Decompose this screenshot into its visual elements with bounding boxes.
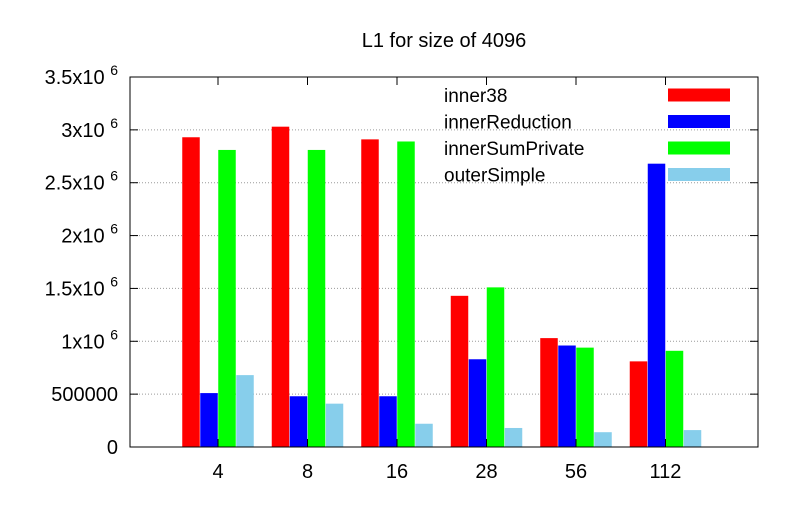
x-tick-label: 8 — [302, 461, 313, 483]
bar-outerSimple-4 — [236, 375, 254, 447]
bar-innerReduction-56 — [558, 345, 576, 447]
y-tick-label: 3.5x10 6 — [45, 62, 119, 89]
legend-label-innerReduction: innerReduction — [444, 113, 572, 134]
bar-inner38-16 — [361, 139, 379, 447]
axes-layer: 0 500000 1x10 6 1.5x10 6 2x10 6 2.5x10 6 3x10 … — [45, 62, 759, 483]
bar-innerSumPrivate-4 — [218, 149, 236, 447]
legend-swatch-outerSimple — [668, 168, 730, 181]
bar-inner38-8 — [271, 126, 290, 447]
legend-swatch-inner38 — [668, 88, 730, 102]
plot-frame — [129, 76, 759, 448]
bar-innerSumPrivate-112 — [665, 350, 684, 447]
y-tick-label: 1x10 6 — [61, 326, 118, 353]
chart-title: L1 for size of 4096 — [362, 30, 527, 52]
bar-innerReduction-28 — [468, 359, 487, 447]
bar-outerSimple-112 — [683, 430, 702, 447]
legend-swatch-innerReduction — [668, 115, 730, 128]
x-tick-label: 28 — [475, 461, 497, 483]
bar-innerSumPrivate-56 — [576, 347, 594, 447]
x-tick-label: 16 — [386, 461, 408, 483]
bar-outerSimple-8 — [325, 403, 344, 447]
y-tick-label: 3x10 6 — [61, 115, 118, 142]
legend-label-inner38: inner38 — [444, 86, 507, 107]
bar-outerSimple-16 — [415, 423, 433, 447]
bar-innerSumPrivate-16 — [397, 141, 415, 447]
legend-label-outerSimple: outerSimple — [444, 166, 545, 187]
legend-swatch-innerSumPrivate — [668, 141, 730, 155]
y-tick-label: 0 — [107, 437, 118, 459]
x-tick-label: 4 — [212, 461, 223, 483]
bar-inner38-112 — [629, 361, 648, 447]
y-tick-label: 2.5x10 6 — [45, 168, 119, 195]
bar-outerSimple-28 — [504, 427, 523, 447]
bar-innerReduction-112 — [647, 163, 666, 447]
bars-layer — [182, 126, 702, 447]
x-tick-label: 112 — [650, 461, 682, 483]
x-tick-label: 56 — [565, 461, 587, 483]
bar-innerSumPrivate-8 — [307, 149, 326, 447]
bar-inner38-28 — [450, 295, 469, 447]
bar-innerReduction-4 — [200, 393, 218, 447]
legend-label-innerSumPrivate: innerSumPrivate — [444, 139, 584, 160]
bar-inner38-56 — [540, 338, 558, 447]
bar-innerSumPrivate-28 — [486, 287, 505, 447]
legend: inner38 innerReduction innerSumPrivate oute… — [444, 86, 730, 187]
bar-innerReduction-8 — [289, 396, 308, 447]
bar-innerReduction-16 — [379, 396, 397, 447]
y-tick-label: 2x10 6 — [61, 221, 118, 248]
bar-outerSimple-56 — [594, 432, 612, 447]
y-tick-label: 1.5x10 6 — [45, 273, 119, 300]
bar-inner38-4 — [182, 137, 200, 447]
y-tick-label: 500000 — [51, 384, 118, 406]
